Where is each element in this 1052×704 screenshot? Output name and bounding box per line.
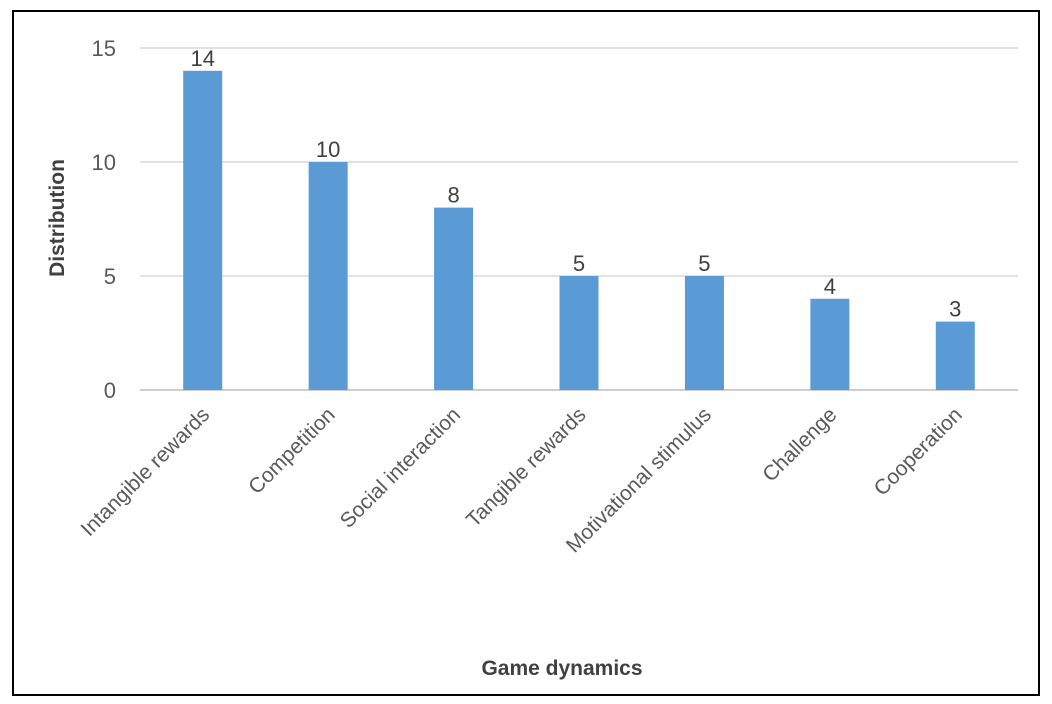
data-label: 3	[949, 297, 961, 322]
y-tick-label: 15	[92, 36, 116, 61]
bar	[434, 207, 474, 390]
y-tick-label: 5	[104, 264, 116, 289]
x-category-label: Social interaction	[336, 403, 465, 532]
data-labels: 14 10 8 5 5 4 3	[190, 46, 961, 322]
bar	[684, 276, 724, 390]
y-axis-ticks: 0 5 10 15	[92, 36, 116, 403]
x-category-label: Cooperation	[870, 403, 967, 500]
x-category-label: Motivational stimulus	[562, 403, 716, 557]
data-label: 5	[698, 251, 710, 276]
y-tick-label: 0	[104, 378, 116, 403]
bar	[559, 276, 599, 390]
bar	[308, 162, 348, 390]
data-label: 4	[824, 274, 836, 299]
x-axis-title: Game dynamics	[481, 657, 642, 680]
data-label: 14	[190, 46, 214, 71]
x-category-label: Intangible rewards	[77, 403, 215, 541]
bars	[183, 70, 975, 391]
y-axis-title: Distribution	[46, 159, 69, 277]
data-label: 10	[316, 137, 340, 162]
data-label: 5	[573, 251, 585, 276]
y-tick-label: 10	[92, 150, 116, 175]
x-category-label: Challenge	[758, 403, 841, 486]
x-category-label: Competition	[244, 403, 340, 499]
x-category-label: Tangible rewards	[462, 403, 591, 532]
bar	[810, 298, 850, 390]
bar	[935, 321, 975, 390]
data-label: 8	[447, 183, 459, 208]
bar	[183, 70, 223, 391]
